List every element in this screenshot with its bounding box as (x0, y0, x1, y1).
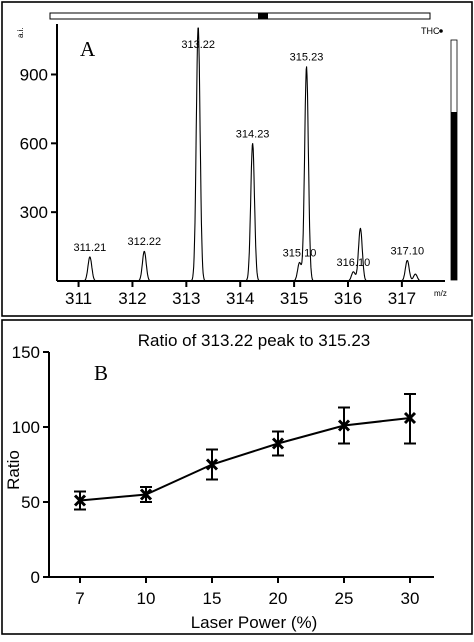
panel-b-frame (1, 319, 473, 635)
panel-a-y-tick-label: 600 (20, 134, 48, 153)
panel-b-x-tick-label: 7 (75, 589, 84, 608)
panel-b-x-tick-label: 25 (335, 589, 354, 608)
panel-a-x-tick-label: 317 (388, 289, 416, 308)
panel-b-x-tick-label: 15 (203, 589, 222, 608)
data-point (139, 488, 153, 501)
top-scrollbar[interactable] (49, 12, 431, 20)
data-point (205, 458, 219, 471)
panel-a-frame (1, 1, 473, 317)
panel-a-x-tick-label: 311 (65, 289, 92, 308)
data-point (337, 419, 351, 432)
side-scrollbar-thumb[interactable] (451, 112, 457, 280)
panel-b-x-ticks: 7 10 15 20 25 30 (75, 577, 419, 608)
legend-marker (439, 29, 443, 33)
panel-b-x-tick-label: 30 (401, 589, 420, 608)
panel-b: Ratio of 313.22 peak to 315.23 B Ratio L… (1, 319, 473, 635)
panel-b-title: Ratio of 313.22 peak to 315.23 (138, 331, 371, 350)
panel-a-x-tick-label: 313 (172, 289, 200, 308)
panel-b-y-ticks: 0 50 100 150 (12, 343, 49, 587)
panel-a-x-tick-label: 314 (226, 289, 254, 308)
panel-a-x-tick-label: 315 (280, 289, 308, 308)
data-point (73, 494, 87, 507)
peak-label: 317.10 (390, 245, 424, 257)
panel-b-y-tick-label: 150 (12, 343, 40, 362)
top-scrollbar-thumb[interactable] (258, 13, 268, 19)
ratio-series-line (79, 417, 411, 502)
peak-label: 315.10 (283, 248, 317, 260)
peak-label: 312.22 (127, 236, 161, 248)
panel-b-y-tick-label: 50 (21, 493, 40, 512)
ratio-series-points (73, 393, 417, 511)
panel-a-y-tick-label: 300 (20, 203, 48, 222)
panel-a-y-ticks: 300 600 900 (20, 65, 57, 222)
peak-label: 314.23 (236, 128, 270, 140)
peak-label: 311.21 (73, 242, 106, 254)
peak-labels: 311.21 312.22 313.22 314.23 315.10 315.23 316.… (73, 39, 424, 269)
peak-label: 316.10 (337, 257, 371, 269)
data-point (271, 437, 285, 450)
panel-a-ylabel: a.i. (16, 27, 25, 38)
panel-b-ylabel: Ratio (4, 450, 23, 490)
panel-a-xlabel: m/z (434, 289, 447, 298)
panel-b-label: B (94, 361, 108, 385)
panel-b-x-tick-label: 20 (269, 589, 288, 608)
panel-b-y-tick-label: 0 (31, 568, 40, 587)
panel-b-y-tick-label: 100 (12, 418, 40, 437)
panel-b-x-tick-label: 10 (137, 589, 156, 608)
panel-a-x-ticks: 311 312 313 314 315 316 317 (65, 281, 416, 308)
panel-b-xlabel: Laser Power (%) (191, 613, 318, 632)
panel-a-x-tick-label: 316 (334, 289, 362, 308)
panel-a-label: A (80, 37, 96, 61)
data-point (403, 411, 417, 425)
peak-label: 313.22 (181, 39, 215, 51)
panel-a-y-tick-label: 900 (20, 65, 48, 84)
spectrum-trace (56, 27, 446, 282)
panel-a-x-tick-label: 312 (118, 289, 146, 308)
peak-label: 315.23 (290, 51, 324, 63)
legend-thc: THC (421, 26, 440, 36)
